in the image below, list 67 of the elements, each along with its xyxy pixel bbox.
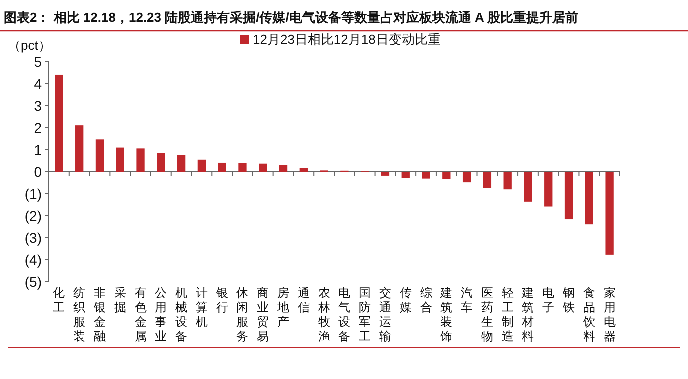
y-tick-label: 5: [34, 54, 42, 70]
y-tick-label: (1): [24, 186, 42, 202]
x-tick-label: 钢铁: [562, 286, 576, 314]
bar: [177, 156, 186, 172]
bar: [585, 172, 594, 225]
x-tick-label: 休闲服务: [236, 286, 249, 344]
bar: [483, 172, 492, 188]
x-tick-label: 电子: [542, 286, 555, 314]
x-tick-label: 银行: [215, 286, 228, 314]
bar: [76, 126, 84, 172]
y-tick-label: 0: [34, 164, 42, 180]
bar: [55, 74, 64, 172]
bar: [606, 172, 614, 255]
y-tick-label: (5): [24, 274, 42, 290]
y-tick-label: (4): [24, 252, 42, 268]
bar: [198, 160, 206, 172]
x-tick-label: 计算机: [196, 286, 208, 329]
bar: [564, 172, 574, 220]
x-tick-label: 电气设备: [338, 286, 351, 344]
bar: [462, 172, 472, 183]
x-tick-label: 轻工制造: [502, 286, 514, 344]
x-tick-label: 综合: [420, 286, 432, 314]
x-tick-label: 通信: [298, 286, 310, 314]
bar: [422, 172, 430, 179]
x-tick-label: 汽车: [461, 286, 474, 314]
x-tick-label: 国防军工: [359, 286, 372, 344]
x-tick-label: 建筑装饰: [440, 286, 453, 344]
x-tick-label: 商业贸易: [257, 286, 270, 344]
x-tick-label: 公用事业: [155, 286, 168, 344]
bar: [157, 153, 166, 172]
bar: [381, 172, 390, 176]
x-tick-label: 房地产: [276, 286, 290, 329]
y-tick-label: 2: [34, 120, 42, 136]
x-tick-label: 建筑材料: [521, 286, 534, 344]
x-tick-label: 采掘: [114, 286, 126, 314]
bar: [300, 168, 308, 172]
x-tick-label: 非银金融: [92, 286, 106, 344]
bar: [504, 172, 512, 190]
x-tick-label: 家用电器: [604, 286, 616, 344]
y-tick-label: (3): [24, 230, 42, 246]
bar: [116, 148, 124, 172]
x-tick-label: 医药生物: [481, 286, 494, 344]
bar: [259, 164, 268, 172]
x-tick-label: 农林牧渔: [317, 286, 330, 344]
bar: [402, 172, 410, 178]
bar: [96, 140, 104, 172]
x-tick-label: 纺织服装: [74, 286, 86, 344]
y-tick-label: (2): [24, 208, 42, 224]
bar: [136, 148, 145, 172]
y-axis-title: （pct）: [8, 38, 52, 53]
bar: [544, 172, 553, 207]
x-tick-label: 传媒: [400, 286, 412, 314]
chart-title: 图表2： 相比 12.18，12.23 陆股通持有采掘/传媒/电气设备等数量占对应板块流通 A 股比重提升居前: [4, 10, 578, 25]
x-tick-label: 有色金属: [134, 286, 147, 344]
bar: [279, 165, 288, 172]
x-tick-label: 食品饮料: [582, 286, 596, 344]
x-tick-label: 化工: [53, 286, 66, 314]
legend-label: 12月23日相比12月18日变动比重: [253, 32, 441, 47]
x-tick-label: 交通运输: [379, 286, 392, 344]
bar: [524, 172, 532, 202]
bar: [218, 162, 226, 172]
bar: [238, 163, 247, 172]
y-tick-label: 1: [34, 142, 42, 158]
x-tick-label: 机械设备: [176, 286, 188, 344]
y-tick-label: 4: [34, 76, 42, 92]
bar: [442, 172, 451, 180]
y-tick-label: 3: [34, 98, 42, 114]
